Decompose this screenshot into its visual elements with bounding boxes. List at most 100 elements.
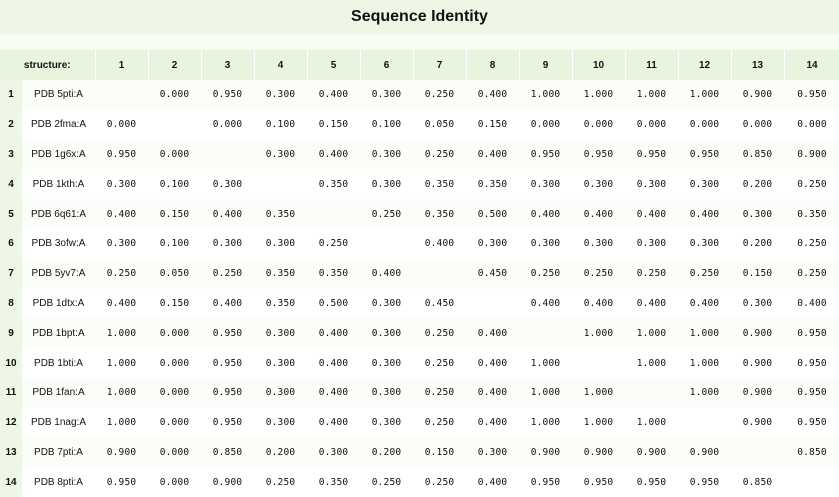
row-number: 1 — [0, 80, 22, 110]
structure-label: PDB 1fan:A — [22, 377, 95, 408]
identity-cell: 0.300 — [466, 437, 519, 468]
identity-cell: 0.900 — [625, 437, 678, 468]
row-number: 10 — [0, 348, 22, 378]
identity-cell: 0.300 — [201, 228, 254, 259]
identity-cell: 0.400 — [307, 139, 360, 170]
identity-cell: 0.400 — [519, 199, 572, 229]
column-header: 13 — [731, 50, 785, 80]
structure-label: PDB 1nag:A — [22, 407, 95, 438]
identity-cell: 0.300 — [572, 228, 625, 259]
column-header: 8 — [466, 50, 520, 80]
row-number: 3 — [0, 139, 22, 170]
identity-cell: 0.150 — [307, 109, 360, 140]
column-header: 4 — [254, 50, 308, 80]
identity-cell: 0.300 — [519, 169, 572, 200]
identity-cell: 0.400 — [307, 348, 360, 378]
identity-cell: 0.300 — [360, 169, 413, 200]
identity-cell: 0.250 — [784, 228, 839, 259]
table-row: 10 PDB 1bti:A 1.000 0.000 0.950 0.300 0.400 0.3… — [0, 348, 839, 378]
identity-cell: 0.300 — [731, 199, 784, 229]
column-header: 7 — [413, 50, 467, 80]
identity-cell — [519, 318, 572, 349]
table-row: 7 PDB 5yv7:A 0.250 0.050 0.250 0.350 0.350 0.40… — [0, 258, 839, 289]
identity-cell: 0.300 — [360, 407, 413, 438]
identity-cell — [148, 109, 201, 140]
identity-cell: 0.300 — [95, 169, 148, 200]
identity-cell: 0.350 — [254, 199, 307, 229]
identity-cell: 0.350 — [254, 288, 307, 319]
identity-cell: 0.300 — [519, 228, 572, 259]
identity-cell: 0.250 — [784, 258, 839, 289]
identity-cell: 1.000 — [625, 407, 678, 438]
identity-cell — [572, 348, 625, 378]
identity-cell: 0.400 — [201, 288, 254, 319]
identity-cell: 0.400 — [572, 288, 625, 319]
identity-cell: 0.900 — [95, 437, 148, 468]
identity-cell: 0.300 — [254, 139, 307, 170]
identity-cell: 0.250 — [254, 467, 307, 497]
identity-cell: 0.500 — [307, 288, 360, 319]
identity-cell: 0.400 — [572, 199, 625, 229]
row-number: 7 — [0, 258, 22, 289]
identity-cell: 1.000 — [95, 407, 148, 438]
identity-cell: 1.000 — [519, 348, 572, 378]
identity-cell: 1.000 — [519, 407, 572, 438]
identity-cell: 0.300 — [254, 407, 307, 438]
column-header: 12 — [678, 50, 732, 80]
identity-cell — [413, 258, 466, 289]
row-number: 13 — [0, 437, 22, 468]
identity-matrix-table: structure: 1 2 3 4 5 6 7 8 9 10 11 12 13 14 1 PDB 5pti… — [0, 50, 839, 497]
identity-cell: 0.400 — [307, 80, 360, 110]
identity-cell: 0.300 — [466, 228, 519, 259]
identity-cell — [466, 288, 519, 319]
row-number: 4 — [0, 169, 22, 200]
identity-cell: 0.000 — [148, 139, 201, 170]
identity-cell: 0.300 — [625, 228, 678, 259]
identity-cell: 0.400 — [307, 407, 360, 438]
identity-cell: 0.400 — [625, 288, 678, 319]
identity-cell: 0.400 — [519, 288, 572, 319]
identity-cell: 0.300 — [731, 288, 784, 319]
identity-cell: 0.100 — [254, 109, 307, 140]
table-row: 11 PDB 1fan:A 1.000 0.000 0.950 0.300 0.400 0.3… — [0, 377, 839, 408]
identity-cell: 0.200 — [731, 169, 784, 200]
identity-cell — [307, 199, 360, 229]
row-number: 2 — [0, 109, 22, 140]
identity-cell — [254, 169, 307, 200]
identity-cell: 0.950 — [201, 348, 254, 378]
row-number: 11 — [0, 377, 22, 408]
identity-cell: 0.400 — [466, 348, 519, 378]
column-header: 3 — [201, 50, 255, 80]
identity-cell: 0.300 — [678, 169, 731, 200]
identity-cell: 0.000 — [519, 109, 572, 140]
identity-cell: 0.250 — [413, 377, 466, 408]
identity-cell: 0.350 — [254, 258, 307, 289]
identity-cell: 0.950 — [201, 318, 254, 349]
table-row: 6 PDB 3ofw:A 0.300 0.100 0.300 0.300 0.250 0.40… — [0, 228, 839, 259]
identity-cell: 0.950 — [678, 467, 731, 497]
identity-cell — [731, 437, 784, 468]
structure-label: PDB 8pti:A — [22, 467, 95, 497]
identity-cell: 0.000 — [148, 318, 201, 349]
structure-label: PDB 1dtx:A — [22, 288, 95, 319]
identity-cell: 0.300 — [572, 169, 625, 200]
identity-cell: 0.100 — [148, 228, 201, 259]
table-row: 4 PDB 1kth:A 0.300 0.100 0.300 0.350 0.300 0.35… — [0, 169, 839, 200]
identity-cell: 0.300 — [678, 228, 731, 259]
identity-cell: 0.250 — [413, 348, 466, 378]
structure-label: PDB 1g6x:A — [22, 139, 95, 170]
table-row: 1 PDB 5pti:A 0.000 0.950 0.300 0.400 0.300 0.25… — [0, 80, 839, 110]
identity-cell: 0.300 — [254, 377, 307, 408]
identity-cell: 0.300 — [254, 348, 307, 378]
spacer-band — [0, 34, 839, 50]
identity-cell: 0.000 — [201, 109, 254, 140]
identity-cell: 0.400 — [307, 377, 360, 408]
row-number: 9 — [0, 318, 22, 349]
identity-cell: 1.000 — [625, 348, 678, 378]
identity-cell — [784, 467, 839, 497]
identity-cell: 0.850 — [201, 437, 254, 468]
identity-cell: 0.450 — [466, 258, 519, 289]
identity-cell: 0.250 — [201, 258, 254, 289]
identity-cell: 0.000 — [148, 348, 201, 378]
identity-cell: 0.200 — [360, 437, 413, 468]
